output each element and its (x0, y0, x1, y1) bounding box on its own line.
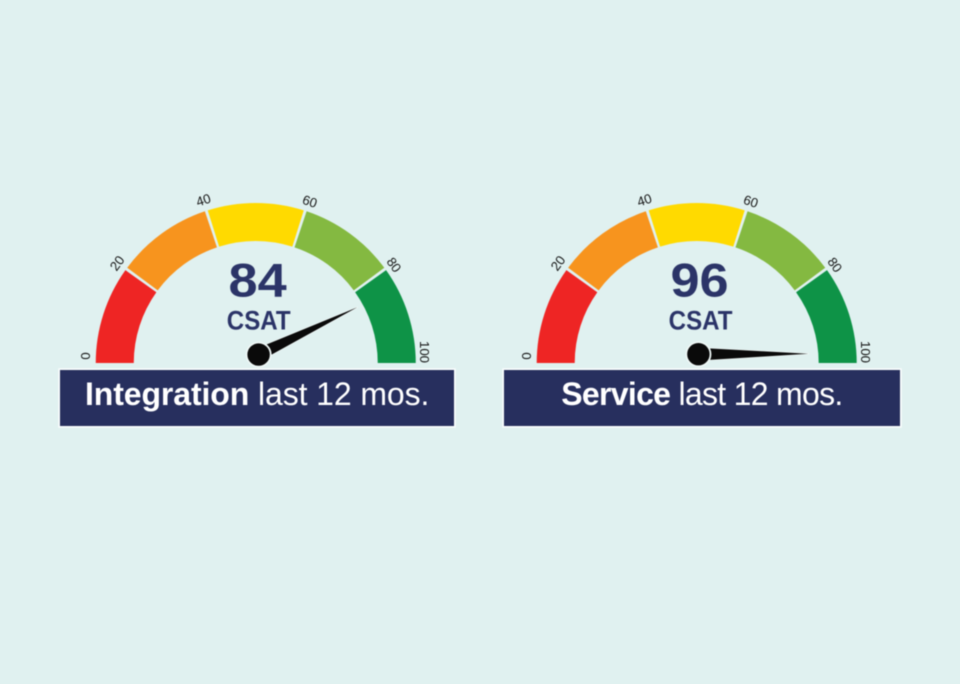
svg-text:100: 100 (858, 341, 873, 363)
svg-text:0: 0 (519, 352, 534, 359)
svg-text:40: 40 (635, 191, 654, 210)
svg-text:60: 60 (742, 192, 761, 211)
svg-text:60: 60 (301, 192, 320, 211)
svg-text:80: 80 (384, 255, 405, 276)
svg-text:0: 0 (78, 352, 93, 359)
svg-text:20: 20 (548, 253, 569, 274)
svg-text:80: 80 (824, 255, 845, 276)
svg-text:CSAT: CSAT (669, 306, 733, 335)
svg-text:CSAT: CSAT (227, 306, 291, 335)
svg-text:84: 84 (229, 254, 287, 307)
svg-text:20: 20 (107, 253, 128, 274)
svg-text:40: 40 (194, 191, 213, 210)
svg-text:96: 96 (670, 254, 728, 307)
svg-text:100: 100 (417, 341, 432, 363)
